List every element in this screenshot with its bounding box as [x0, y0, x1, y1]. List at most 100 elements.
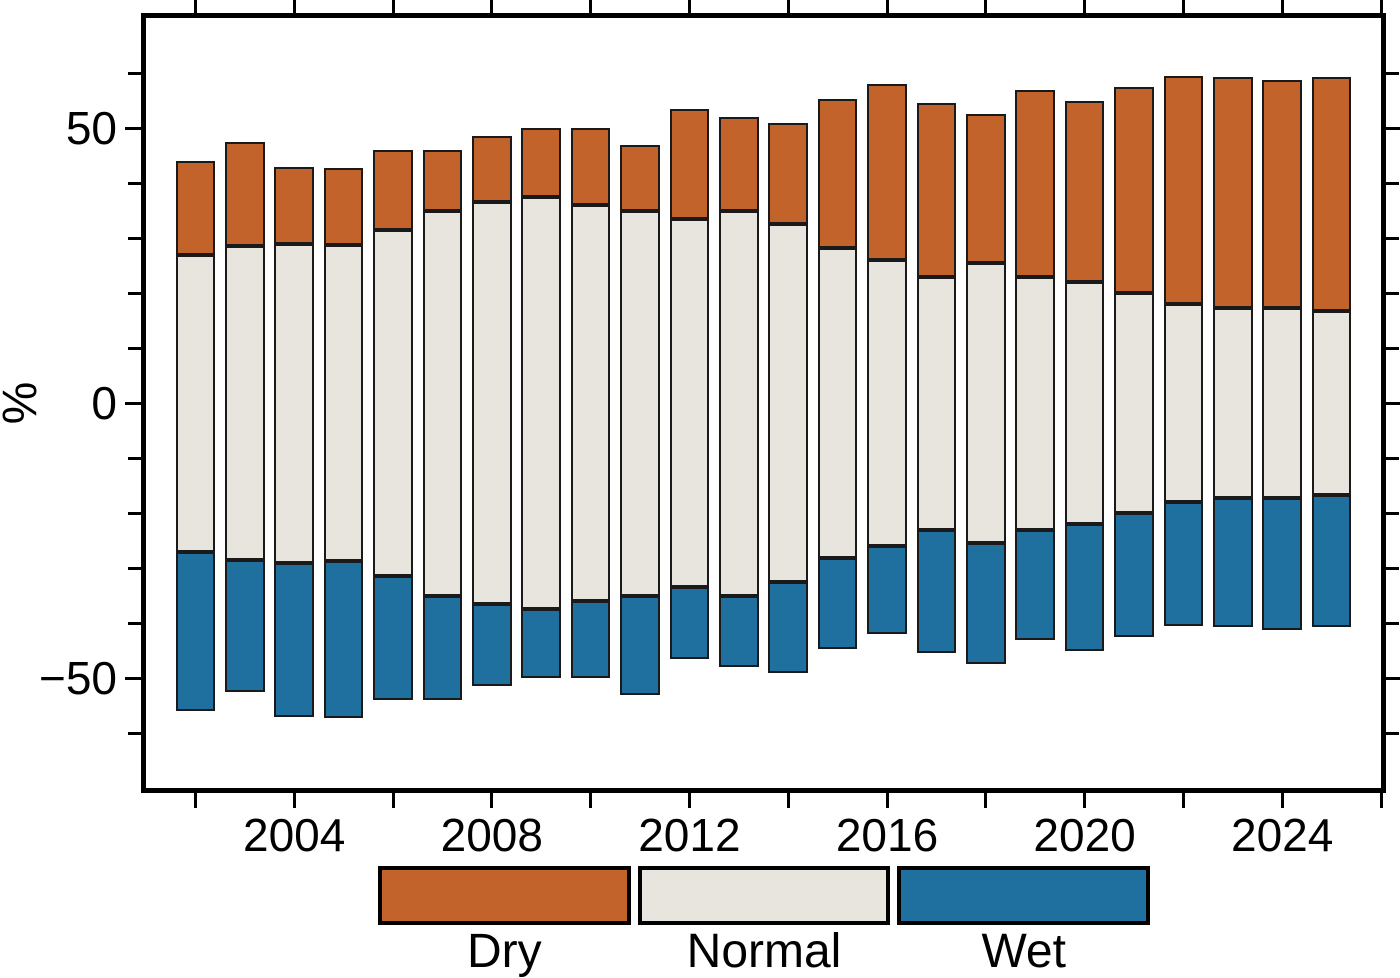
bar-segment-dry-2016	[867, 84, 907, 260]
x-tick-bottom-2014	[786, 793, 790, 808]
bar-segment-wet-2007	[422, 595, 463, 700]
x-tick-label-2012: 2012	[638, 809, 741, 861]
x-tick-label-2024: 2024	[1231, 809, 1334, 861]
y-tick-left--60	[128, 731, 141, 735]
y-tick-left--20	[128, 511, 141, 515]
bar-segment-dry-2020	[1064, 100, 1105, 282]
bar-segment-normal-2005	[323, 244, 364, 562]
bar-segment-normal-2013	[719, 210, 759, 596]
x-tick-label-2020: 2020	[1033, 809, 1136, 861]
legend-label-dry: Dry	[467, 925, 542, 978]
x-tick-top-2024	[1280, 0, 1284, 13]
bar-segment-normal-2007	[422, 210, 463, 596]
y-tick-left-0	[125, 401, 141, 405]
legend-swatch-normal	[637, 866, 891, 925]
x-tick-bottom-2026	[1379, 793, 1383, 808]
bar-segment-dry-2025	[1311, 77, 1352, 311]
y-tick-left-30	[128, 236, 141, 240]
bar-segment-normal-2006	[373, 229, 413, 577]
bar-segment-wet-2021	[1114, 513, 1154, 637]
bar-segment-normal-2025	[1311, 310, 1352, 496]
x-tick-bottom-2012	[687, 793, 691, 808]
bar-segment-wet-2009	[521, 609, 561, 679]
bar-segment-dry-2014	[768, 122, 808, 225]
y-tick-left-50	[125, 126, 141, 130]
y-tick-left--10	[128, 456, 141, 460]
x-tick-top-2002	[193, 0, 197, 13]
bar-segment-wet-2025	[1311, 495, 1352, 628]
y-tick-right--40	[1386, 621, 1399, 625]
bar-segment-dry-2006	[373, 150, 413, 230]
bar-segment-wet-2014	[768, 581, 808, 673]
x-tick-label-2008: 2008	[440, 809, 543, 861]
y-tick-right-20	[1386, 291, 1399, 295]
bar-segment-dry-2015	[817, 99, 858, 248]
bar-segment-wet-2024	[1262, 497, 1302, 630]
x-tick-bottom-2006	[391, 793, 395, 808]
x-tick-top-2026	[1379, 0, 1383, 13]
x-tick-top-2012	[687, 0, 691, 13]
bar-segment-wet-2004	[274, 562, 314, 717]
x-tick-top-2008	[490, 0, 494, 13]
bar-segment-normal-2020	[1064, 282, 1105, 524]
y-tick-left-40	[128, 181, 141, 185]
bar-segment-normal-2014	[768, 224, 808, 582]
plot-frame	[141, 13, 1386, 793]
bar-segment-dry-2003	[225, 141, 265, 247]
bar-segment-dry-2005	[323, 167, 364, 245]
bar-segment-wet-2016	[867, 546, 907, 634]
bar-segment-wet-2013	[719, 595, 759, 667]
y-tick-right--50	[1386, 676, 1400, 680]
x-tick-bottom-2018	[984, 793, 988, 808]
y-tick-left-10	[128, 346, 141, 350]
y-tick-right-50	[1386, 126, 1400, 130]
y-tick-label-0: 0	[91, 377, 117, 429]
legend-swatch-row	[378, 866, 1151, 925]
x-tick-label-2016: 2016	[835, 809, 939, 861]
bar-segment-dry-2018	[966, 114, 1006, 263]
bar-segment-normal-2004	[274, 243, 314, 563]
x-tick-top-2004	[292, 0, 296, 13]
x-tick-top-2010	[589, 0, 593, 13]
bar-segment-dry-2004	[274, 166, 314, 244]
bar-segment-normal-2016	[867, 260, 907, 546]
bar-segment-dry-2021	[1114, 86, 1154, 294]
bar-segment-wet-2023	[1213, 497, 1253, 628]
y-tick-right--30	[1386, 566, 1399, 570]
bar-segment-normal-2024	[1262, 308, 1302, 498]
y-tick-right--10	[1386, 456, 1399, 460]
bar-segment-wet-2005	[323, 561, 364, 718]
y-tick-right-40	[1386, 181, 1399, 185]
legend-label-row: Dry Normal Wet	[378, 928, 1150, 976]
y-tick-right-60	[1386, 71, 1399, 75]
bar-segment-normal-2021	[1114, 293, 1154, 513]
legend-swatch-wet	[897, 866, 1151, 925]
x-tick-bottom-2022	[1181, 793, 1185, 808]
x-tick-bottom-2010	[589, 793, 593, 808]
bar-segment-wet-2011	[620, 595, 660, 695]
bar-segment-normal-2008	[472, 202, 512, 604]
bar-segment-wet-2017	[916, 529, 957, 654]
bar-segment-dry-2013	[719, 117, 759, 211]
x-tick-label-2004: 2004	[243, 809, 346, 861]
y-tick-left--40	[128, 621, 141, 625]
bar-segment-dry-2012	[669, 108, 710, 219]
legend-swatch-dry	[378, 866, 631, 925]
bar-segment-wet-2012	[669, 587, 710, 659]
bar-segment-normal-2011	[620, 210, 660, 596]
bar-segment-normal-2003	[225, 246, 265, 560]
bar-segment-wet-2015	[817, 558, 858, 650]
bar-segment-dry-2008	[472, 136, 512, 203]
plot-area	[146, 18, 1381, 788]
y-tick-right-0	[1386, 401, 1400, 405]
bar-segment-wet-2010	[570, 601, 611, 678]
x-tick-bottom-2016	[885, 793, 889, 808]
y-tick-right-30	[1386, 236, 1399, 240]
bar-segment-dry-2023	[1213, 77, 1253, 309]
bar-segment-wet-2006	[373, 576, 413, 701]
x-tick-top-2014	[786, 0, 790, 13]
legend-label-normal: Normal	[686, 925, 842, 978]
x-tick-top-2022	[1181, 0, 1185, 13]
bar-segment-wet-2002	[175, 551, 216, 711]
